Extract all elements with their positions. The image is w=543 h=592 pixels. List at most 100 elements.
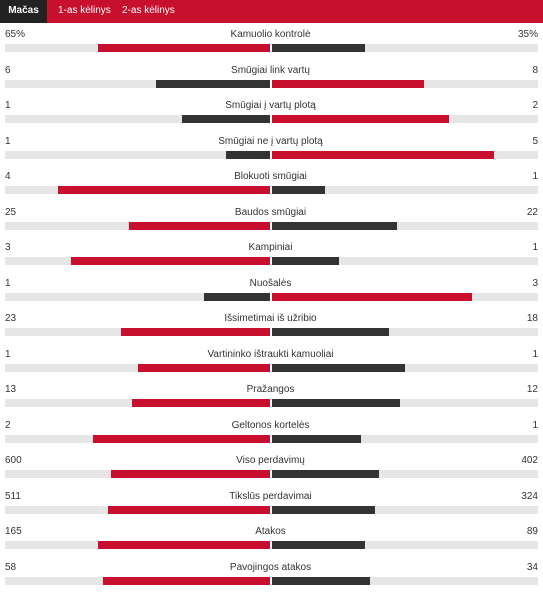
away-bar [272, 435, 361, 443]
away-value: 402 [521, 455, 538, 466]
home-value: 1 [5, 100, 11, 111]
away-bar-track [272, 222, 538, 230]
away-value: 34 [526, 562, 538, 573]
home-bar [102, 577, 270, 585]
home-bar-track [5, 222, 270, 230]
home-bar-track [5, 186, 270, 194]
away-value: 1 [532, 242, 538, 253]
away-bar-track [272, 293, 538, 301]
away-bar [272, 328, 389, 336]
away-bar-track [272, 435, 538, 443]
home-bar [137, 364, 270, 372]
stat-row: 2 Geltonos kortelės 1 [0, 414, 543, 450]
away-bar [272, 577, 371, 585]
away-value: 324 [521, 491, 538, 502]
tab-second-half[interactable]: 2-as kėlinys [122, 5, 175, 16]
stat-label: Pavojingos atakos [229, 562, 312, 573]
tab-first-half[interactable]: 1-as kėlinys [58, 5, 111, 16]
away-bar-track [272, 115, 538, 123]
stat-label: Blokuoti smūgiai [234, 171, 307, 182]
away-bar [272, 115, 450, 123]
home-bar [93, 435, 270, 443]
stat-label: Nuošalės [249, 278, 292, 289]
home-bar-track [5, 328, 270, 336]
away-value: 3 [532, 278, 538, 289]
home-bar-track [5, 541, 270, 549]
home-bar [132, 399, 270, 407]
stat-row: 25 Baudos smūgiai 22 [0, 201, 543, 237]
away-bar [272, 399, 400, 407]
home-bar-track [5, 470, 270, 478]
away-value: 18 [526, 313, 538, 324]
home-bar [121, 328, 270, 336]
away-bar [272, 80, 424, 88]
away-value: 8 [532, 65, 538, 76]
stat-row: 58 Pavojingos atakos 34 [0, 556, 543, 592]
home-value: 25 [5, 207, 17, 218]
home-value: 58 [5, 562, 17, 573]
stat-row: 1 Smūgiai į vartų plotą 2 [0, 94, 543, 130]
home-bar-track [5, 80, 270, 88]
home-bar-track [5, 364, 270, 372]
period-tab-bar: Mačas 1-as kėlinys 2-as kėlinys [0, 0, 543, 23]
home-bar-track [5, 115, 270, 123]
home-value: 165 [5, 526, 22, 537]
stat-row: 511 Tikslūs perdavimai 324 [0, 485, 543, 521]
tab-match[interactable]: Mačas [0, 0, 47, 23]
stat-row: 6 Smūgiai link vartų 8 [0, 59, 543, 95]
home-bar [107, 506, 270, 514]
home-bar [111, 470, 270, 478]
stat-row: 65% Kamuolio kontrolė 35% [0, 23, 543, 59]
home-value: 13 [5, 384, 17, 395]
away-bar-track [272, 541, 538, 549]
away-bar-track [272, 44, 538, 52]
away-bar [272, 257, 339, 265]
away-value: 22 [526, 207, 538, 218]
away-value: 35% [517, 29, 538, 40]
stat-row: 4 Blokuoti smūgiai 1 [0, 165, 543, 201]
away-bar [272, 44, 366, 52]
away-bar [272, 293, 472, 301]
stat-label: Smūgiai link vartų [231, 65, 310, 76]
stat-label: Atakos [255, 526, 286, 537]
home-value: 1 [5, 349, 11, 360]
away-bar [272, 186, 326, 194]
stat-label: Smūgiai ne į vartų plotą [218, 136, 323, 147]
away-bar [272, 470, 379, 478]
home-bar-track [5, 151, 270, 159]
home-value: 1 [5, 278, 11, 289]
stat-row: 165 Atakos 89 [0, 520, 543, 556]
away-bar-track [272, 577, 538, 585]
home-bar [129, 222, 270, 230]
home-bar-track [5, 577, 270, 585]
stat-label: Kampiniai [248, 242, 293, 253]
home-value: 511 [5, 491, 21, 502]
away-bar [272, 151, 494, 159]
away-bar [272, 506, 376, 514]
stat-label: Baudos smūgiai [234, 207, 307, 218]
home-bar [58, 186, 270, 194]
home-bar [97, 541, 270, 549]
away-bar-track [272, 328, 538, 336]
home-bar [71, 257, 270, 265]
home-value: 23 [5, 313, 17, 324]
home-bar [181, 115, 270, 123]
away-value: 89 [526, 526, 538, 537]
home-bar [225, 151, 270, 159]
home-bar-track [5, 293, 270, 301]
away-bar-track [272, 364, 538, 372]
home-value: 1 [5, 136, 11, 147]
stat-row: 23 Išsimetimai iš užribio 18 [0, 307, 543, 343]
stat-label: Kamuolio kontrolė [230, 29, 311, 40]
away-value: 1 [532, 420, 538, 431]
home-bar-track [5, 399, 270, 407]
away-bar-track [272, 506, 538, 514]
home-value: 2 [5, 420, 11, 431]
home-bar [156, 80, 270, 88]
away-bar-track [272, 470, 538, 478]
away-bar-track [272, 151, 538, 159]
stat-label: Smūgiai į vartų plotą [225, 100, 316, 111]
home-value: 65% [5, 29, 26, 40]
away-bar-track [272, 399, 538, 407]
stat-row: 3 Kampiniai 1 [0, 236, 543, 272]
